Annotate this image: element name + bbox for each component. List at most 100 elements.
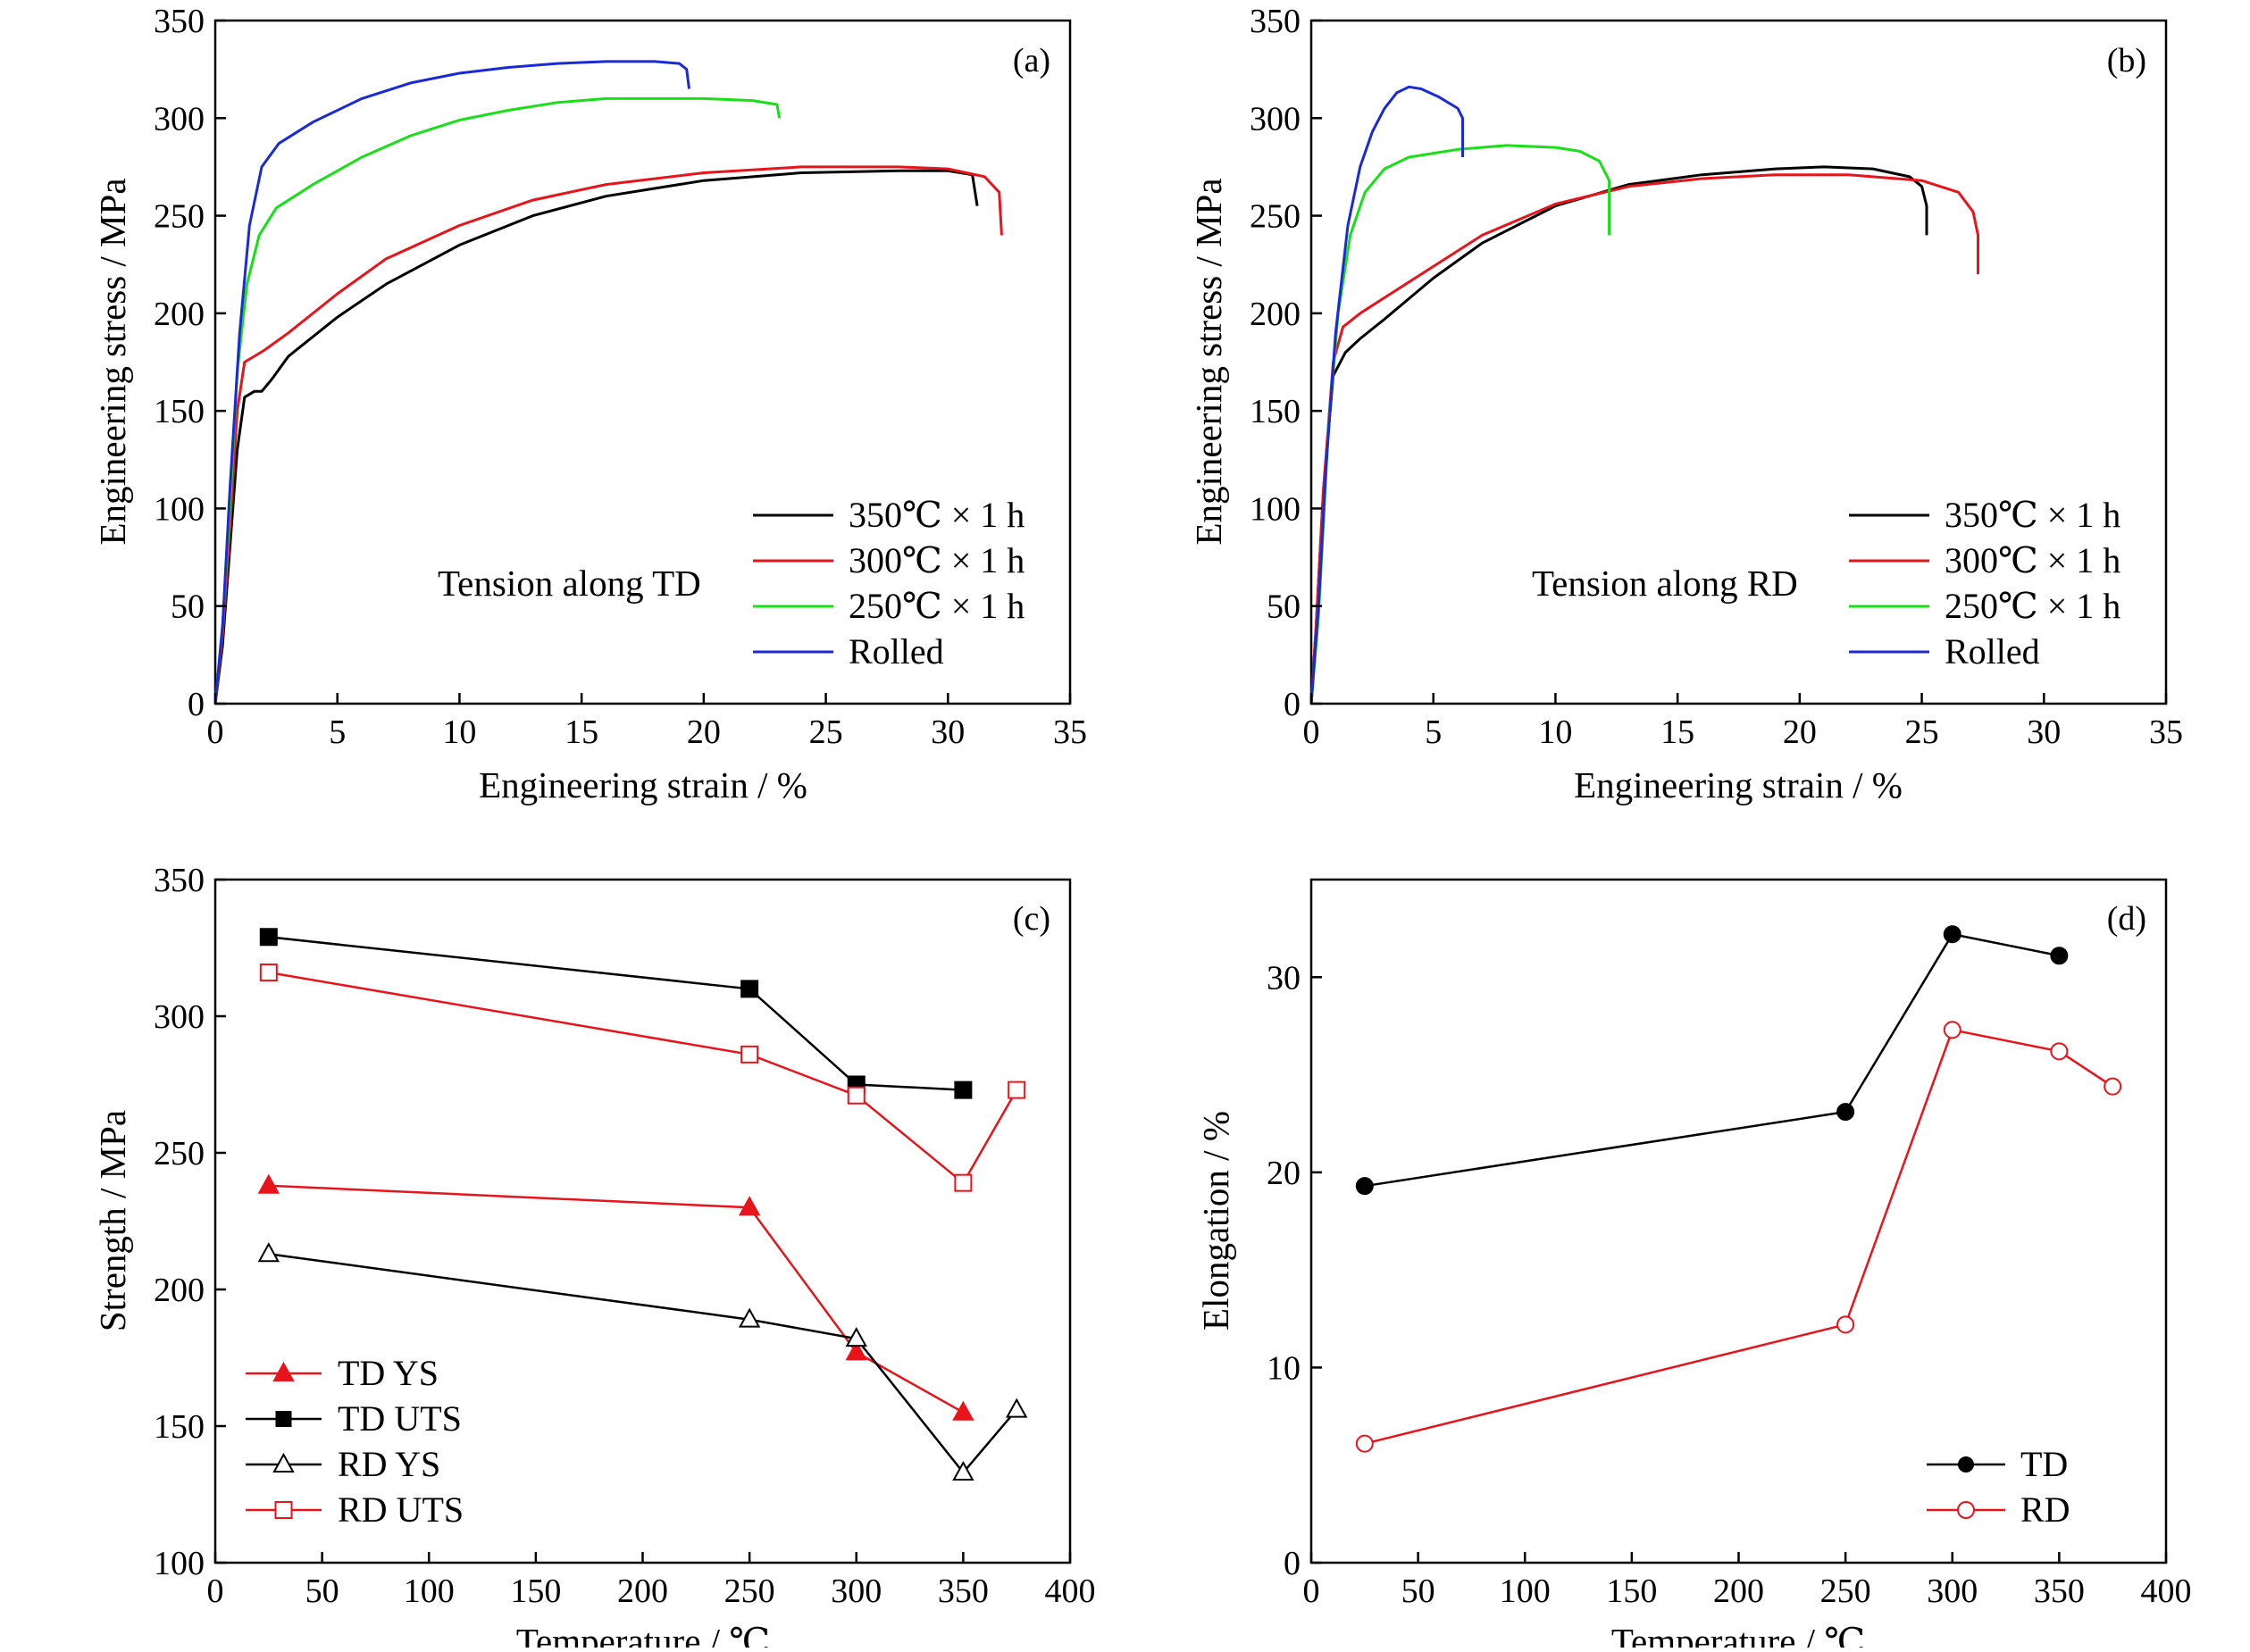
panel-c-ytick-label: 200 <box>154 1272 205 1309</box>
panel-a-ytick-label: 50 <box>171 588 205 626</box>
panel-a-xtick-label: 15 <box>565 713 598 751</box>
panel-b-curve-rolled <box>1309 85 1464 705</box>
panel-a-annotation: Tension along TD <box>438 563 701 604</box>
panel-c-point-td-ys <box>845 1340 867 1361</box>
panel-d-ticks: 0 50 100 150 200 250 300 350 400 0 10 20 30 <box>1267 959 2192 1610</box>
panel-d-xtick-label: 50 <box>1401 1573 1435 1610</box>
legend-c-marker-td-ys <box>272 1361 295 1381</box>
panel-a-xtick-label: 20 <box>687 713 721 751</box>
panel-d-ytick-label: 10 <box>1267 1349 1301 1387</box>
legend-b-label-300: 300℃ × 1 h <box>1945 540 2120 580</box>
panel-c-point-rd-uts <box>847 1086 866 1105</box>
panel-b-ylabel: Engineering stress / MPa <box>1188 178 1229 545</box>
panel-a-label: (a) <box>1013 42 1050 79</box>
panel-c-point-rd-ys <box>952 1460 974 1481</box>
panel-d-label: (d) <box>2107 900 2146 938</box>
panel-b-xtick-label: 35 <box>2149 713 2183 751</box>
panel-a-ytick-label: 300 <box>154 100 205 138</box>
panel-d-xtick-label: 250 <box>1820 1573 1871 1610</box>
panel-d-legend: TD RD <box>1927 1444 2070 1530</box>
panel-d-point-rd <box>2050 1042 2069 1061</box>
panel-c-series-line-td-ys <box>268 1184 965 1414</box>
panel-c-point-td-ys <box>738 1196 761 1216</box>
panel-d-ytick-label: 30 <box>1267 959 1301 997</box>
panel-b-curve-350-1-h <box>1309 165 1928 705</box>
panel-b-ytick-label: 300 <box>1250 100 1301 138</box>
panel-b-xtick-label: 25 <box>1905 713 1939 751</box>
panel-c-label: (c) <box>1013 900 1050 938</box>
panel-d-series <box>1355 925 2122 1453</box>
panel-a-curves <box>213 60 1003 705</box>
panel-d-xtick-label: 350 <box>2034 1573 2085 1610</box>
legend-a-label-350: 350℃ × 1 h <box>849 495 1025 535</box>
panel-c-xlabel: Temperature / ℃ <box>516 1621 770 1648</box>
legend-a-label-250: 250℃ × 1 h <box>849 586 1025 626</box>
panel-b-xlabel: Engineering strain / % <box>1574 764 1903 805</box>
panel-a-curve-350-1-h <box>213 169 979 705</box>
panel-a-curve-250-1-h <box>213 96 782 705</box>
panel-d-point-td <box>1355 1177 1374 1196</box>
panel-d-point-rd <box>1836 1315 1855 1334</box>
panel-d-xtick-label: 0 <box>1303 1573 1320 1610</box>
panel-c-xtick-label: 400 <box>1045 1573 1096 1610</box>
panel-c-xtick-label: 150 <box>510 1573 561 1610</box>
panel-c: 0 50 100 150 200 250 300 350 400 100 150 200 250 300 3… <box>92 862 1096 1652</box>
panel-b-legend: 350℃ × 1 h 300℃ × 1 h 250℃ × 1 h Rolled <box>1849 495 2120 672</box>
panel-d: 0 50 100 150 200 250 300 350 400 0 10 20 30 (d) Temp… <box>1195 878 2192 1652</box>
panel-b-ytick-label: 0 <box>1284 686 1301 723</box>
panel-d-ylabel: Elongation / % <box>1195 1111 1236 1331</box>
panel-b-xtick-label: 30 <box>2027 713 2061 751</box>
panel-b-curve-300-1-h <box>1309 173 1979 705</box>
panel-c-ytick-label: 150 <box>154 1408 205 1446</box>
panel-d-xlabel: Temperature / ℃ <box>1611 1621 1865 1648</box>
panel-d-xtick-label: 300 <box>1927 1573 1978 1610</box>
panel-b-frame <box>1309 19 2168 705</box>
panel-b-annotation: Tension along RD <box>1532 563 1798 604</box>
panel-a-ytick-label: 100 <box>154 490 205 528</box>
panel-a-curve-300-1-h <box>213 165 1003 705</box>
panel-a-ytick-label: 250 <box>154 198 205 236</box>
panel-d-ytick-label: 20 <box>1267 1155 1301 1192</box>
panel-c-ytick-label: 350 <box>154 862 205 899</box>
panel-c-series-line-rd-uts <box>268 971 1018 1185</box>
panel-d-point-td <box>1836 1103 1855 1122</box>
panel-b-ytick-label: 250 <box>1250 198 1301 236</box>
panel-d-point-rd <box>1355 1434 1374 1453</box>
panel-d-point-rd <box>1943 1021 1961 1039</box>
legend-d-marker-rd <box>1957 1501 1975 1519</box>
panel-a-frame <box>213 19 1072 705</box>
legend-b-label-250: 250℃ × 1 h <box>1945 586 2120 626</box>
legend-a-label-rolled: Rolled <box>849 631 944 672</box>
panel-c-xtick-label: 250 <box>724 1573 775 1610</box>
panel-b-ytick-label: 200 <box>1250 296 1301 333</box>
panel-d-series-line-td <box>1364 932 2060 1188</box>
panel-a-ytick-label: 150 <box>154 393 205 430</box>
panel-c-ytick-label: 250 <box>154 1135 205 1172</box>
panel-b-curve-250-1-h <box>1309 144 1611 705</box>
legend-c-marker-rd-ys <box>272 1452 295 1473</box>
panel-d-ytick-label: 0 <box>1284 1545 1301 1582</box>
panel-a-ytick-label: 0 <box>188 686 205 723</box>
panel-b-ytick-label: 50 <box>1267 588 1301 626</box>
panel-c-point-td-ys <box>952 1400 974 1421</box>
panel-c-point-rd-uts <box>259 964 278 982</box>
panel-a-xtick-label: 35 <box>1053 713 1087 751</box>
panel-b-ytick-label: 350 <box>1250 3 1301 40</box>
legend-d-marker-td <box>1958 1456 1974 1473</box>
legend-c-label-rd-uts: RD UTS <box>338 1489 464 1530</box>
panel-b-ytick-label: 150 <box>1250 393 1301 430</box>
panel-c-xtick-label: 0 <box>207 1573 224 1610</box>
panel-c-xtick-label: 50 <box>305 1573 339 1610</box>
panel-b-ytick-label: 100 <box>1250 490 1301 528</box>
panel-b-label: (b) <box>2107 42 2146 79</box>
panel-b-xtick-label: 15 <box>1660 713 1694 751</box>
panel-c-point-td-uts <box>259 928 278 947</box>
legend-a-label-300: 300℃ × 1 h <box>849 540 1025 580</box>
panel-c-point-rd-ys <box>845 1327 867 1347</box>
panel-c-ytick-label: 100 <box>154 1545 205 1582</box>
panel-c-point-rd-uts <box>954 1173 973 1192</box>
panel-b-xtick-label: 10 <box>1538 713 1572 751</box>
